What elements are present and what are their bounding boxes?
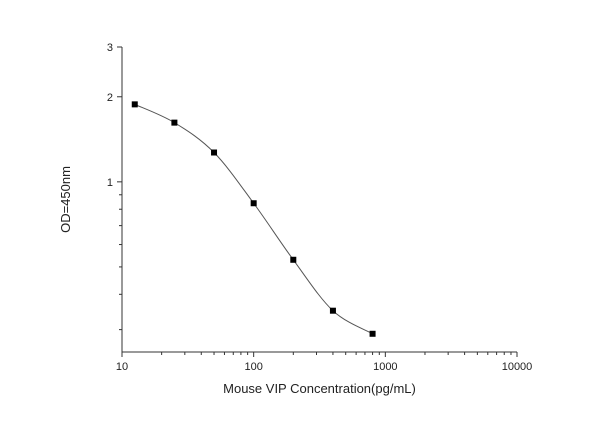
data-point bbox=[211, 149, 218, 156]
axes bbox=[121, 47, 517, 353]
data-point bbox=[369, 330, 376, 337]
data-point bbox=[329, 307, 336, 314]
data-point bbox=[290, 256, 297, 263]
x-tick-label: 100 bbox=[244, 361, 262, 373]
y-axis-ticks: 1 2 3 bbox=[107, 42, 122, 331]
y-axis-title: OD=450nm bbox=[58, 166, 73, 233]
x-tick-label: 1000 bbox=[373, 361, 397, 373]
x-axis-title: Mouse VIP Concentration(pg/mL) bbox=[223, 381, 416, 396]
data-points bbox=[131, 101, 376, 337]
x-tick-label: 10000 bbox=[502, 361, 533, 373]
x-axis-ticks: 10 100 1000 10000 bbox=[116, 352, 532, 373]
x-tick-label: 10 bbox=[116, 361, 128, 373]
data-point bbox=[131, 101, 138, 108]
y-tick-label: 3 bbox=[107, 42, 113, 54]
y-tick-label: 1 bbox=[107, 177, 113, 189]
data-point bbox=[171, 119, 178, 126]
series-line bbox=[134, 103, 373, 335]
data-point bbox=[250, 200, 257, 207]
y-tick-label: 2 bbox=[107, 92, 113, 104]
